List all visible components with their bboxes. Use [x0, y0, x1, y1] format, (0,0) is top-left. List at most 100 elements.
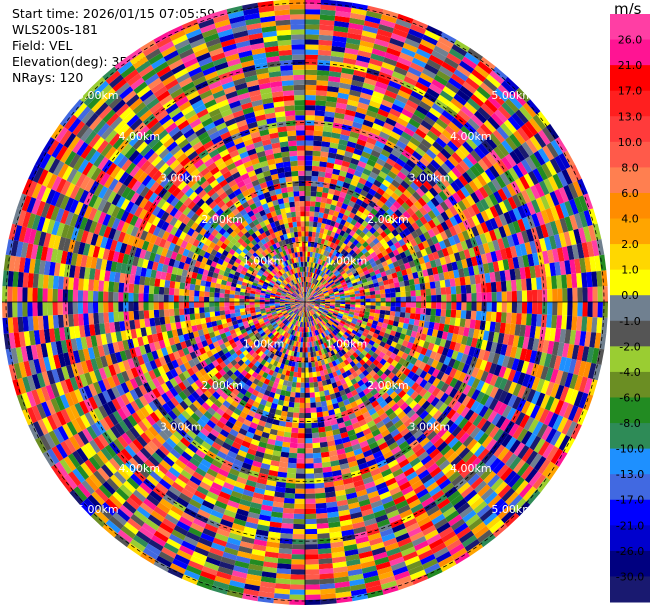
velocity-gate	[406, 387, 415, 397]
velocity-gate	[375, 302, 381, 306]
velocity-gate	[418, 100, 432, 112]
velocity-gate	[374, 286, 380, 291]
velocity-gate	[536, 165, 548, 181]
velocity-gate	[501, 405, 512, 419]
velocity-gate	[352, 121, 363, 130]
velocity-gate	[348, 434, 358, 442]
velocity-gate	[305, 300, 310, 302]
velocity-gate	[345, 304, 351, 307]
velocity-gate	[351, 371, 359, 379]
velocity-gate	[332, 402, 340, 410]
velocity-gate	[432, 344, 440, 353]
velocity-gate	[356, 106, 368, 115]
velocity-gate	[364, 380, 372, 388]
velocity-gate	[315, 335, 320, 341]
velocity-gate	[322, 267, 327, 273]
velocity-gate	[444, 208, 454, 219]
velocity-gate	[505, 153, 517, 168]
velocity-gate	[324, 172, 333, 179]
velocity-gate	[315, 299, 321, 301]
velocity-gate	[419, 410, 429, 420]
velocity-gate	[322, 126, 333, 133]
velocity-gate	[501, 139, 514, 154]
velocity-gate	[501, 355, 510, 368]
velocity-gate	[506, 234, 515, 248]
velocity-gate	[423, 372, 432, 382]
velocity-gate	[422, 341, 430, 350]
velocity-gate	[456, 526, 472, 540]
velocity-gate	[302, 352, 305, 358]
velocity-gate	[394, 407, 403, 416]
velocity-gate	[510, 409, 521, 424]
velocity-gate	[332, 312, 338, 317]
velocity-gate	[458, 432, 470, 444]
velocity-gate	[372, 265, 379, 272]
velocity-gate	[368, 154, 379, 163]
velocity-gate	[432, 470, 445, 482]
velocity-gate	[384, 284, 390, 290]
velocity-gate	[461, 395, 472, 407]
velocity-gate	[462, 384, 472, 396]
velocity-gate	[391, 103, 404, 113]
velocity-gate	[483, 119, 497, 133]
velocity-gate	[583, 209, 593, 227]
velocity-gate	[359, 440, 369, 449]
velocity-gate	[338, 337, 345, 344]
velocity-gate	[364, 114, 376, 123]
velocity-gate	[432, 410, 443, 421]
velocity-gate	[542, 126, 555, 143]
velocity-gate	[431, 368, 440, 378]
velocity-gate	[309, 310, 313, 316]
velocity-gate	[296, 468, 305, 474]
velocity-gate	[434, 352, 442, 362]
velocity-gate	[524, 120, 538, 136]
velocity-gate	[428, 54, 444, 66]
velocity-gate	[423, 115, 436, 127]
velocity-gate	[331, 324, 337, 329]
velocity-gate	[389, 486, 402, 496]
velocity-gate	[448, 270, 455, 280]
velocity-gate	[552, 415, 564, 431]
velocity-gate	[426, 200, 436, 210]
velocity-gate	[343, 347, 349, 353]
velocity-gate	[482, 242, 491, 254]
velocity-gate	[321, 136, 332, 143]
velocity-gate	[486, 302, 492, 312]
velocity-gate	[332, 243, 338, 250]
velocity-gate	[574, 213, 583, 229]
velocity-gate	[436, 380, 445, 390]
velocity-gate	[360, 304, 366, 309]
velocity-gate	[400, 414, 410, 424]
velocity-gate	[424, 29, 441, 41]
velocity-gate	[317, 323, 322, 329]
velocity-gate	[533, 132, 547, 148]
velocity-gate	[380, 373, 388, 381]
velocity-gate	[462, 171, 473, 184]
velocity-gate	[349, 243, 356, 250]
velocity-gate	[435, 233, 444, 243]
velocity-gate	[342, 341, 348, 347]
velocity-gate	[456, 89, 471, 102]
velocity-gate	[381, 61, 396, 71]
velocity-gate	[323, 348, 328, 354]
velocity-gate	[434, 337, 442, 346]
velocity-gate	[450, 518, 466, 531]
velocity-gate	[329, 308, 335, 312]
velocity-gate	[316, 411, 324, 418]
velocity-gate	[352, 245, 359, 252]
velocity-gate	[323, 239, 329, 246]
velocity-gate	[477, 484, 491, 498]
velocity-gate	[307, 306, 311, 311]
velocity-gate	[426, 177, 437, 188]
velocity-gate	[324, 307, 330, 310]
velocity-gate	[537, 289, 543, 302]
velocity-gate	[385, 187, 394, 196]
velocity-gate	[443, 57, 459, 70]
velocity-gate	[509, 456, 522, 471]
velocity-gate	[352, 191, 360, 199]
velocity-gate	[345, 320, 352, 325]
velocity-gate	[383, 361, 391, 369]
velocity-gate	[370, 208, 379, 216]
velocity-gate	[386, 85, 400, 95]
velocity-gate	[421, 96, 435, 108]
